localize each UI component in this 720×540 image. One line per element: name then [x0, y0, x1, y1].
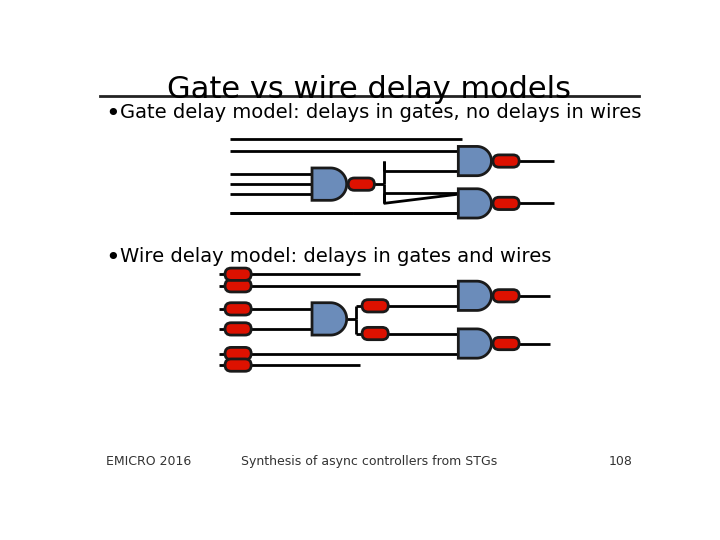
FancyBboxPatch shape: [362, 327, 388, 340]
Text: Gate delay model: delays in gates, no delays in wires: Gate delay model: delays in gates, no de…: [120, 103, 641, 122]
Polygon shape: [312, 303, 346, 335]
Text: 108: 108: [608, 455, 632, 468]
FancyBboxPatch shape: [225, 268, 251, 280]
FancyBboxPatch shape: [493, 289, 519, 302]
Polygon shape: [459, 281, 492, 310]
FancyBboxPatch shape: [362, 300, 388, 312]
Text: Gate vs wire delay models: Gate vs wire delay models: [167, 75, 571, 104]
FancyBboxPatch shape: [225, 280, 251, 292]
FancyBboxPatch shape: [493, 197, 519, 210]
Text: •: •: [106, 102, 120, 126]
FancyBboxPatch shape: [348, 178, 374, 190]
Text: Synthesis of async controllers from STGs: Synthesis of async controllers from STGs: [241, 455, 497, 468]
FancyBboxPatch shape: [225, 359, 251, 372]
FancyBboxPatch shape: [225, 347, 251, 360]
Polygon shape: [312, 168, 346, 200]
Polygon shape: [459, 146, 492, 176]
FancyBboxPatch shape: [225, 323, 251, 335]
Text: Wire delay model: delays in gates and wires: Wire delay model: delays in gates and wi…: [120, 247, 551, 266]
Polygon shape: [459, 189, 492, 218]
Polygon shape: [459, 329, 492, 358]
Text: •: •: [106, 246, 120, 270]
FancyBboxPatch shape: [493, 338, 519, 350]
FancyBboxPatch shape: [493, 155, 519, 167]
Text: EMICRO 2016: EMICRO 2016: [106, 455, 191, 468]
FancyBboxPatch shape: [225, 303, 251, 315]
